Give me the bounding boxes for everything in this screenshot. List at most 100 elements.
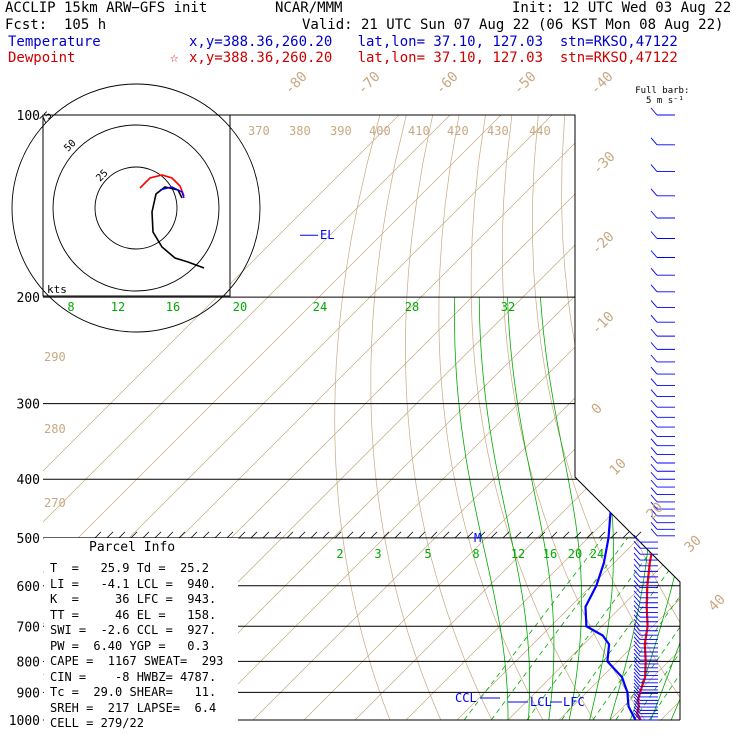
wind-barb-flag xyxy=(650,419,658,428)
pressure-label: 500 xyxy=(17,532,40,547)
hatch-mark xyxy=(178,531,186,539)
wind-barb-flag xyxy=(633,558,641,567)
wind-barb-flag xyxy=(650,463,658,472)
hatch-mark xyxy=(238,531,246,539)
wind-barb-flag xyxy=(633,618,641,627)
parcel-info-row: K = 36 LFC = 943. xyxy=(50,592,217,606)
wind-barb-flag xyxy=(633,546,641,555)
wind-barb-flag xyxy=(650,250,658,258)
pressure-label: 100 xyxy=(17,109,40,124)
hodograph-ring xyxy=(52,124,220,292)
wind-barb-flag xyxy=(650,210,658,219)
wind-barb-flag xyxy=(633,580,641,588)
isotherm-line xyxy=(43,115,400,720)
pressure-label: 400 xyxy=(17,473,40,488)
mixing-ratio-label: 8 xyxy=(472,547,479,561)
hatch-mark xyxy=(622,531,630,539)
temperature-legend: Temperature xyxy=(8,34,101,50)
isotherm-label: 0 xyxy=(589,401,606,418)
hodograph-unit-label: kts xyxy=(47,283,67,296)
isotherm-label: -50 xyxy=(511,69,540,98)
wind-barb-flag xyxy=(650,328,658,337)
mixing-ratio-label: 32 xyxy=(501,300,515,314)
isotherm-line xyxy=(201,115,680,720)
el-label: EL xyxy=(320,228,334,242)
wind-barb-flag xyxy=(633,609,641,618)
mixing-ratio-label: 28 xyxy=(405,300,419,314)
wind-barb-flag xyxy=(650,378,658,386)
mixing-ratio-label: 20 xyxy=(233,300,247,314)
hatch-mark xyxy=(514,531,522,539)
wind-barb-flag xyxy=(633,644,641,653)
dry-adiabat xyxy=(697,115,740,720)
wind-barb-flag xyxy=(633,679,641,687)
dewpoint-line xyxy=(584,115,666,720)
wind-barb-flag xyxy=(633,605,641,613)
mixing-ratio-label: 2 xyxy=(336,547,343,561)
wind-barb-flag xyxy=(633,590,641,599)
theta-label: 290 xyxy=(44,350,66,364)
wind-barb-flag xyxy=(633,540,641,549)
hatch-mark xyxy=(142,531,150,539)
hatch-mark xyxy=(334,531,342,539)
lcl-label: LCL xyxy=(530,695,552,709)
hodograph-ring xyxy=(94,166,178,250)
temperature-location: x,y=388.36,260.20 lat,lon= 37.10, 127.03… xyxy=(189,34,678,50)
isotherm-label: 10 xyxy=(607,456,630,479)
wind-barb-flag xyxy=(633,706,641,714)
mixing-ratio-line xyxy=(648,537,680,720)
pressure-label: 900 xyxy=(17,686,40,701)
parcel-info-row: T = 25.9 Td = 25.2 xyxy=(50,561,209,575)
hatch-mark xyxy=(550,531,558,539)
wind-barb-flag xyxy=(650,447,658,455)
mixing-ratio-label: 20 xyxy=(568,547,582,561)
hatch-mark xyxy=(418,531,426,539)
hatch-mark xyxy=(190,531,198,539)
wind-barb-flag xyxy=(650,528,658,537)
wind-barb-flag xyxy=(633,585,641,593)
theta-label: 430 xyxy=(487,124,509,138)
isotherm-label: -40 xyxy=(588,69,617,98)
hatch-mark xyxy=(262,531,270,539)
isotherm-line xyxy=(712,115,740,720)
dry-adiabat xyxy=(501,115,646,720)
wind-barb-flag xyxy=(650,494,658,503)
wind-barb-flag xyxy=(650,399,658,408)
isotherm-label: -60 xyxy=(433,69,462,98)
wind-barb-flag xyxy=(650,366,658,375)
barb-note: Full barb: 5 m s⁻¹ xyxy=(635,86,695,106)
level-markers: EL M CCL LCL LFC xyxy=(300,228,585,709)
isotherm-label: -10 xyxy=(589,309,618,338)
model-title: ACCLIP 15km ARW−GFS init xyxy=(5,0,208,16)
mixing-ratio-label: 24 xyxy=(313,300,327,314)
wind-barb-flag xyxy=(650,137,658,146)
wind-barb-flag xyxy=(650,471,658,480)
hatch-mark xyxy=(154,531,162,539)
isotherm-label: -70 xyxy=(355,69,384,98)
wind-barb-flag xyxy=(633,623,641,632)
wind-barb-flag xyxy=(650,284,658,293)
hatch-mark xyxy=(382,531,390,539)
plot-border xyxy=(43,114,681,720)
wind-barb-flag xyxy=(633,709,641,718)
moist-adiabat xyxy=(454,297,509,720)
hatch-mark xyxy=(490,531,498,539)
hatch-mark xyxy=(250,531,258,539)
mixing-ratio-label: 12 xyxy=(111,300,125,314)
center-label: NCAR/MMM xyxy=(275,0,343,16)
mixing-ratio-label: 5 xyxy=(424,547,431,561)
wind-barb-flag xyxy=(633,675,641,684)
isotherm-label: -80 xyxy=(282,69,311,98)
isotherm-label: -30 xyxy=(590,149,619,178)
chart-header: ACCLIP 15km ARW−GFS init Fcst: 105 h NCA… xyxy=(0,0,740,70)
pressure-labels: 100 200 300 400 500 600 700 800 900 1000 xyxy=(9,109,40,729)
hodograph-frame xyxy=(42,114,231,297)
hatch-mark xyxy=(406,531,414,539)
hatch-mark xyxy=(562,531,570,539)
hatch-mark xyxy=(106,531,114,539)
mixing-ratio-line xyxy=(561,537,680,720)
wind-barb-flag xyxy=(633,712,641,721)
wind-barb-flag xyxy=(650,267,658,276)
isotherm-line xyxy=(252,115,680,720)
m-label: M xyxy=(474,531,481,545)
